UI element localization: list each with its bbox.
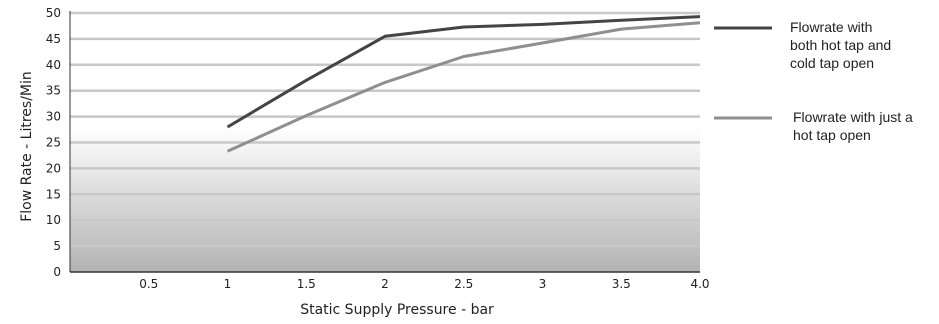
y-tick-label: 45 [46,32,61,46]
y-tick-label: 30 [46,110,61,124]
x-tick-label: 3.5 [612,277,631,291]
legend-label-1-line-3: cold tap open [790,55,874,71]
y-axis-title: Flow Rate - Litres/Min [19,71,35,222]
legend-label-2-line-1: Flowrate with just a [793,109,913,125]
series-line-1 [226,15,701,129]
legend: Flowrate with both hot tap and cold tap op… [714,19,913,143]
x-axis-title: Static Supply Pressure - bar [300,302,494,318]
y-tick-label: 35 [46,84,61,98]
y-tick-label: 20 [46,161,61,175]
series-line-2 [226,21,701,153]
y-tick-label: 15 [46,187,61,201]
y-tick-label: 50 [46,6,61,20]
axes [69,11,700,273]
grid-lines [70,11,700,248]
y-tick-label: 40 [46,58,61,72]
y-tick-label: 10 [46,213,61,227]
legend-label-2-line-2: hot tap open [793,127,871,143]
y-tick-label: 25 [46,136,61,150]
legend-label-1-line-1: Flowrate with [790,19,872,35]
x-tick-label: 0.5 [139,277,158,291]
x-tick-label: 2.5 [454,277,473,291]
x-tick-label: 1 [224,277,232,291]
series-lines [226,15,701,153]
y-tick-labels: 0 5 10 15 20 25 30 35 40 45 50 [46,6,61,279]
plot-shading [70,127,700,272]
x-tick-label: 3 [539,277,547,291]
y-tick-label: 5 [53,239,61,253]
legend-label-1-line-2: both hot tap and [790,37,891,53]
x-tick-label: 4.0 [690,277,709,291]
x-tick-labels: 0.5 1 1.5 2 2.5 3 3.5 4.0 [139,277,709,291]
x-tick-label: 1.5 [297,277,316,291]
x-tick-label: 2 [381,277,389,291]
y-tick-label: 0 [53,265,61,279]
